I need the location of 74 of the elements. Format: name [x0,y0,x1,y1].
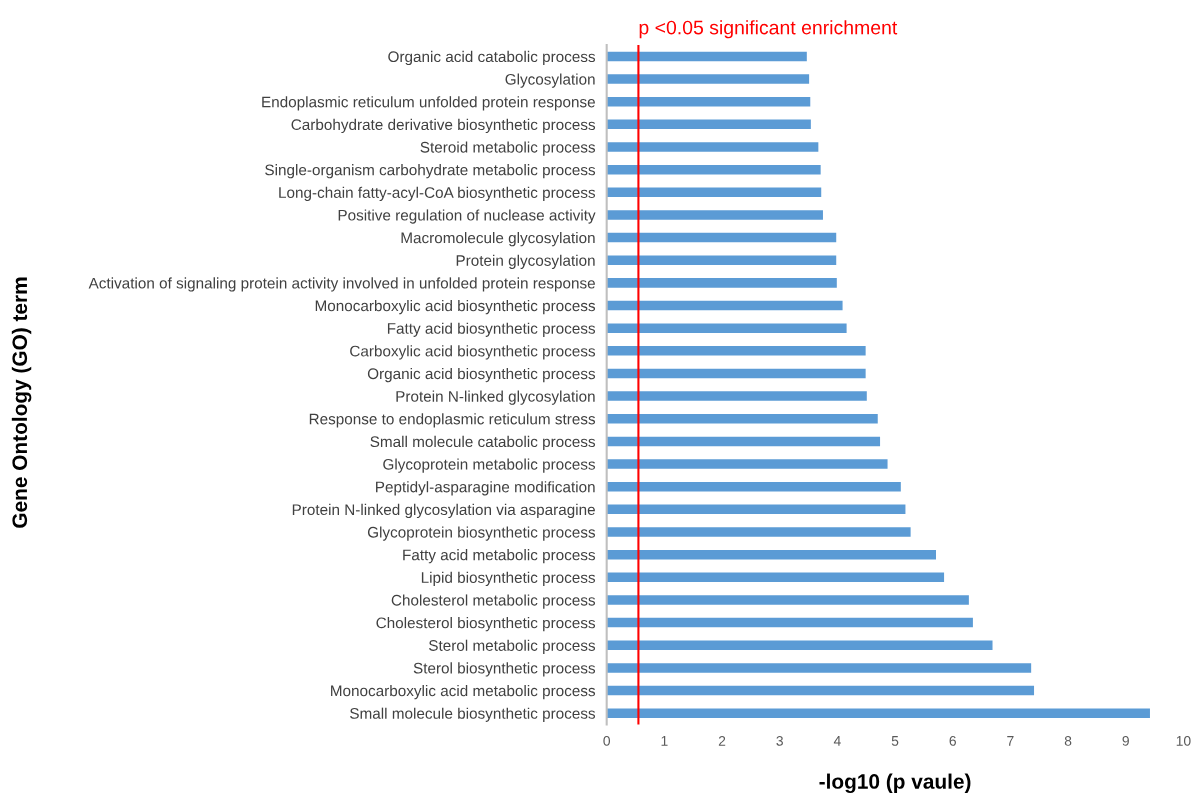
bar [606,436,881,447]
x-tick-label: 2 [718,735,726,746]
bar [606,527,911,537]
bar [606,142,819,152]
ref-line-label: p <0.05 significant enrichment [639,20,898,39]
y-tick-label: Long-chain fatty-acyl-CoA biosynthetic process [279,186,596,201]
y-tick-label: Sterol metabolic process [429,639,596,654]
bar [606,119,811,130]
x-tick-label: 8 [1064,735,1072,746]
y-tick-label: Carbohydrate derivative biosynthetic process [291,118,596,134]
bar [606,210,823,220]
bar [606,391,867,401]
bar [606,346,866,356]
y-tick-label: Macromolecule glycosylation [401,232,595,247]
bar [606,323,847,333]
y-tick-label: Small molecule catabolic process [370,435,596,451]
x-axis-title: -log10 (p vaule) [819,773,971,794]
y-tick-label: Protein N-linked glycosylation via asparagine [292,503,595,519]
bar [606,51,807,62]
x-tick-label: 10 [1176,735,1191,746]
bar [606,459,888,469]
y-tick-label: Sterol biosynthetic process [413,662,596,677]
x-tick-label: 7 [1007,736,1014,746]
y-tick-label: Monocarboxylic acid metabolic process [331,684,596,700]
bar [606,708,1150,718]
y-tick-label: Activation of signaling protein activity involved in unfolded protein response [88,277,595,292]
y-tick-label: Protein glycosylation [456,254,595,269]
bar [606,300,843,311]
y-tick-label: Endoplasmic reticulum unfolded protein response [262,96,595,111]
bar [606,504,906,515]
bar [606,481,901,492]
x-tick-label: 5 [891,736,899,746]
x-tick-label: 1 [661,736,668,746]
bar [606,74,810,84]
bar [606,164,821,175]
y-tick-label: Steroid metabolic process [420,141,596,156]
y-tick-label: Cholesterol metabolic process [391,594,596,609]
y-tick-label: Fatty acid metabolic process [403,549,596,564]
bar [606,685,1035,696]
bar [606,278,837,288]
y-tick-label: Cholesterol biosynthetic process [376,617,596,632]
bar [606,368,866,379]
y-tick-label: Peptidyl-asparagine modification [376,481,595,496]
bar [606,595,969,605]
x-tick-label: 4 [833,736,841,746]
y-tick-label: Glycoprotein biosynthetic process [367,526,596,541]
y-axis-title: Gene Ontology (GO) term [11,277,32,528]
bar [606,187,822,198]
bar [606,414,878,424]
y-tick-label: Glycoprotein metabolic process [383,458,596,473]
bar [606,640,993,650]
y-tick-label: Organic acid catabolic process [388,50,596,66]
y-tick-label: Carboxylic acid biosynthetic process [350,345,596,360]
bar [606,549,936,560]
y-tick-label: Positive regulation of nuclease activity [338,209,596,224]
bar [606,617,973,628]
y-tick-label: Small molecule biosynthetic process [350,707,596,722]
bar [606,663,1032,673]
y-tick-label: Lipid biosynthetic process [421,571,596,586]
bar [606,572,945,583]
y-tick-label: Protein N-linked glycosylation [396,390,595,405]
y-tick-label: Monocarboxylic acid biosynthetic process [315,299,596,315]
y-tick-label: Glycosylation [505,73,595,88]
bar [606,232,837,243]
bar [606,255,837,265]
x-tick-label: 3 [776,735,783,746]
bar [606,96,811,107]
y-tick-label: Fatty acid biosynthetic process [387,322,596,337]
x-tick-label: 0 [603,735,611,746]
x-tick-label: 6 [949,735,956,746]
y-tick-label: Organic acid biosynthetic process [367,367,596,383]
y-tick-label: Response to endoplasmic reticulum stress [309,413,596,428]
y-tick-label: Single-organism carbohydrate metabolic process [265,164,596,179]
x-tick-label: 9 [1122,735,1129,746]
